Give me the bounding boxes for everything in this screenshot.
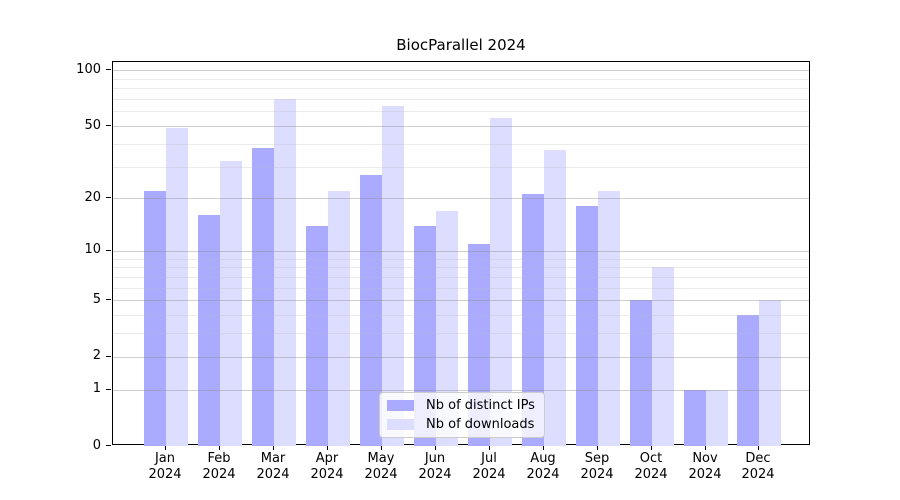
y-tick-label-50: 50 xyxy=(84,118,101,133)
x-tick-mark-mar xyxy=(273,445,274,450)
gridline-y-40 xyxy=(113,144,809,145)
x-tick-label-mar: Mar 2024 xyxy=(256,451,290,482)
gridline-y-60 xyxy=(113,111,809,112)
gridline-y-80 xyxy=(113,88,809,89)
y-tick-label-20: 20 xyxy=(84,190,101,205)
bar-distinct-ips-jan xyxy=(144,190,167,446)
x-tick-label-jan: Jan 2024 xyxy=(148,451,182,482)
gridline-y-20 xyxy=(113,198,809,199)
x-tick-mark-dec xyxy=(758,445,759,450)
bar-distinct-ips-oct xyxy=(629,300,652,446)
bar-distinct-ips-dec xyxy=(737,315,760,446)
x-tick-mark-jun xyxy=(435,445,436,450)
x-tick-mark-aug xyxy=(543,445,544,450)
bar-downloads-aug xyxy=(543,149,566,446)
y-tick-mark-0 xyxy=(106,445,111,446)
bar-distinct-ips-mar xyxy=(252,147,275,446)
y-tick-mark-1 xyxy=(106,389,111,390)
y-tick-label-10: 10 xyxy=(84,242,101,257)
x-tick-label-oct: Oct 2024 xyxy=(634,451,668,482)
legend-item-distinct-ips: Nb of distinct IPs xyxy=(387,398,537,413)
bar-downloads-may xyxy=(381,106,404,446)
x-tick-mark-sep xyxy=(597,445,598,450)
y-tick-label-2: 2 xyxy=(92,348,101,363)
legend-swatch-distinct-ips xyxy=(387,400,414,411)
y-tick-label-0: 0 xyxy=(92,438,101,453)
gridline-y-70 xyxy=(113,99,809,100)
y-tick-mark-50 xyxy=(106,125,111,126)
gridline-y-30 xyxy=(113,167,809,168)
y-tick-label-100: 100 xyxy=(76,62,101,77)
y-tick-label-5: 5 xyxy=(92,292,101,307)
x-tick-mark-may xyxy=(381,445,382,450)
bar-distinct-ips-sep xyxy=(575,206,598,446)
y-tick-mark-5 xyxy=(106,299,111,300)
legend: Nb of distinct IPs Nb of downloads xyxy=(379,392,545,438)
y-tick-mark-20 xyxy=(106,197,111,198)
x-tick-label-sep: Sep 2024 xyxy=(580,451,614,482)
bar-downloads-jul xyxy=(489,118,512,446)
chart-title: BiocParallel 2024 xyxy=(396,36,526,54)
bar-downloads-sep xyxy=(597,190,620,446)
bar-distinct-ips-feb xyxy=(198,215,221,446)
x-tick-label-apr: Apr 2024 xyxy=(310,451,344,482)
legend-label-distinct-ips: Nb of distinct IPs xyxy=(426,398,535,413)
x-tick-label-jul: Jul 2024 xyxy=(472,451,506,482)
x-tick-label-may: May 2024 xyxy=(364,451,398,482)
bar-downloads-apr xyxy=(328,190,351,446)
gridline-y-90 xyxy=(113,79,809,80)
legend-label-downloads: Nb of downloads xyxy=(426,417,535,432)
x-tick-mark-apr xyxy=(327,445,328,450)
x-tick-label-jun: Jun 2024 xyxy=(418,451,452,482)
bar-downloads-jan xyxy=(166,127,189,446)
bar-downloads-nov xyxy=(705,389,728,446)
bar-distinct-ips-may xyxy=(359,174,382,446)
x-tick-mark-nov xyxy=(705,445,706,450)
legend-swatch-downloads xyxy=(387,419,414,430)
x-tick-mark-feb xyxy=(219,445,220,450)
legend-item-downloads: Nb of downloads xyxy=(387,417,537,432)
bar-downloads-oct xyxy=(651,267,674,446)
bar-distinct-ips-aug xyxy=(521,194,544,446)
bar-downloads-mar xyxy=(274,99,297,446)
y-tick-label-1: 1 xyxy=(92,381,101,396)
y-tick-mark-10 xyxy=(106,250,111,251)
x-tick-label-aug: Aug 2024 xyxy=(526,451,560,482)
bar-downloads-dec xyxy=(759,300,782,446)
x-tick-mark-jan xyxy=(165,445,166,450)
gridline-y-50 xyxy=(113,126,809,127)
x-tick-label-nov: Nov 2024 xyxy=(688,451,722,482)
x-tick-mark-oct xyxy=(651,445,652,450)
y-tick-mark-2 xyxy=(106,356,111,357)
bar-downloads-feb xyxy=(220,161,243,446)
bar-distinct-ips-nov xyxy=(683,389,706,446)
x-tick-mark-jul xyxy=(489,445,490,450)
x-tick-label-dec: Dec 2024 xyxy=(741,451,775,482)
plot-area xyxy=(112,61,810,446)
bar-distinct-ips-jun xyxy=(413,225,436,446)
y-tick-mark-100 xyxy=(106,69,111,70)
bar-distinct-ips-apr xyxy=(306,225,329,446)
x-tick-label-feb: Feb 2024 xyxy=(202,451,236,482)
bar-downloads-jun xyxy=(435,210,458,446)
gridline-y-100 xyxy=(113,70,809,71)
